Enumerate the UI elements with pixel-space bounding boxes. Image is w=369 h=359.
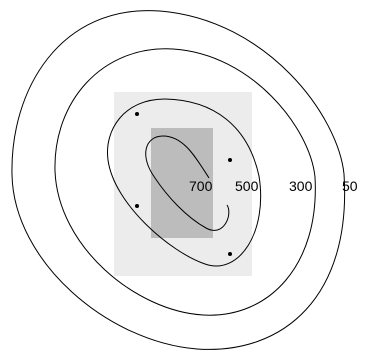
- contour-line-50: [11, 10, 346, 350]
- contour-line-300: [54, 48, 316, 316]
- marker-point: [228, 252, 232, 256]
- contour-label-50: 50: [342, 178, 358, 194]
- contour-line-700: [145, 135, 230, 231]
- contour-label-300: 300: [289, 178, 313, 194]
- contour-label-500: 500: [235, 178, 259, 194]
- marker-point: [135, 204, 139, 208]
- marker-point: [135, 112, 139, 116]
- marker-point: [228, 158, 232, 162]
- inner-region-box: [151, 128, 213, 238]
- contour-label-700: 700: [189, 178, 213, 194]
- contour-line-500: [107, 98, 262, 267]
